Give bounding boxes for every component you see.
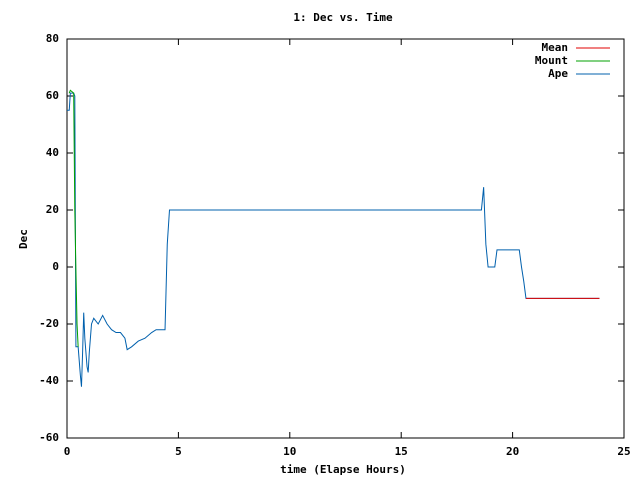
y-axis-label: Dec (17, 229, 30, 249)
y-tick-label: 60 (46, 89, 59, 102)
plot-frame (66, 38, 625, 439)
legend-label: Mount (535, 54, 568, 67)
x-tick-label: 0 (64, 445, 71, 458)
data-line (68, 89, 79, 347)
x-tick-label: 15 (395, 445, 408, 458)
y-tick-label: -20 (39, 317, 59, 330)
y-tick-label: 0 (52, 260, 59, 273)
y-tick-label: 20 (46, 203, 59, 216)
y-tick-label: 80 (46, 32, 59, 45)
y-tick-label: -40 (39, 374, 59, 387)
chart-title: 1: Dec vs. Time (293, 11, 393, 24)
x-tick-label: 20 (506, 445, 519, 458)
legend-label: Ape (548, 67, 568, 80)
x-tick-label: 10 (283, 445, 296, 458)
x-axis-label: time (Elapse Hours) (280, 463, 406, 476)
y-tick-label: 40 (46, 146, 59, 159)
data-line (67, 92, 600, 387)
x-tick-label: 5 (175, 445, 182, 458)
y-tick-label: -60 (39, 431, 59, 444)
legend-label: Mean (542, 41, 569, 54)
x-tick-label: 25 (617, 445, 630, 458)
